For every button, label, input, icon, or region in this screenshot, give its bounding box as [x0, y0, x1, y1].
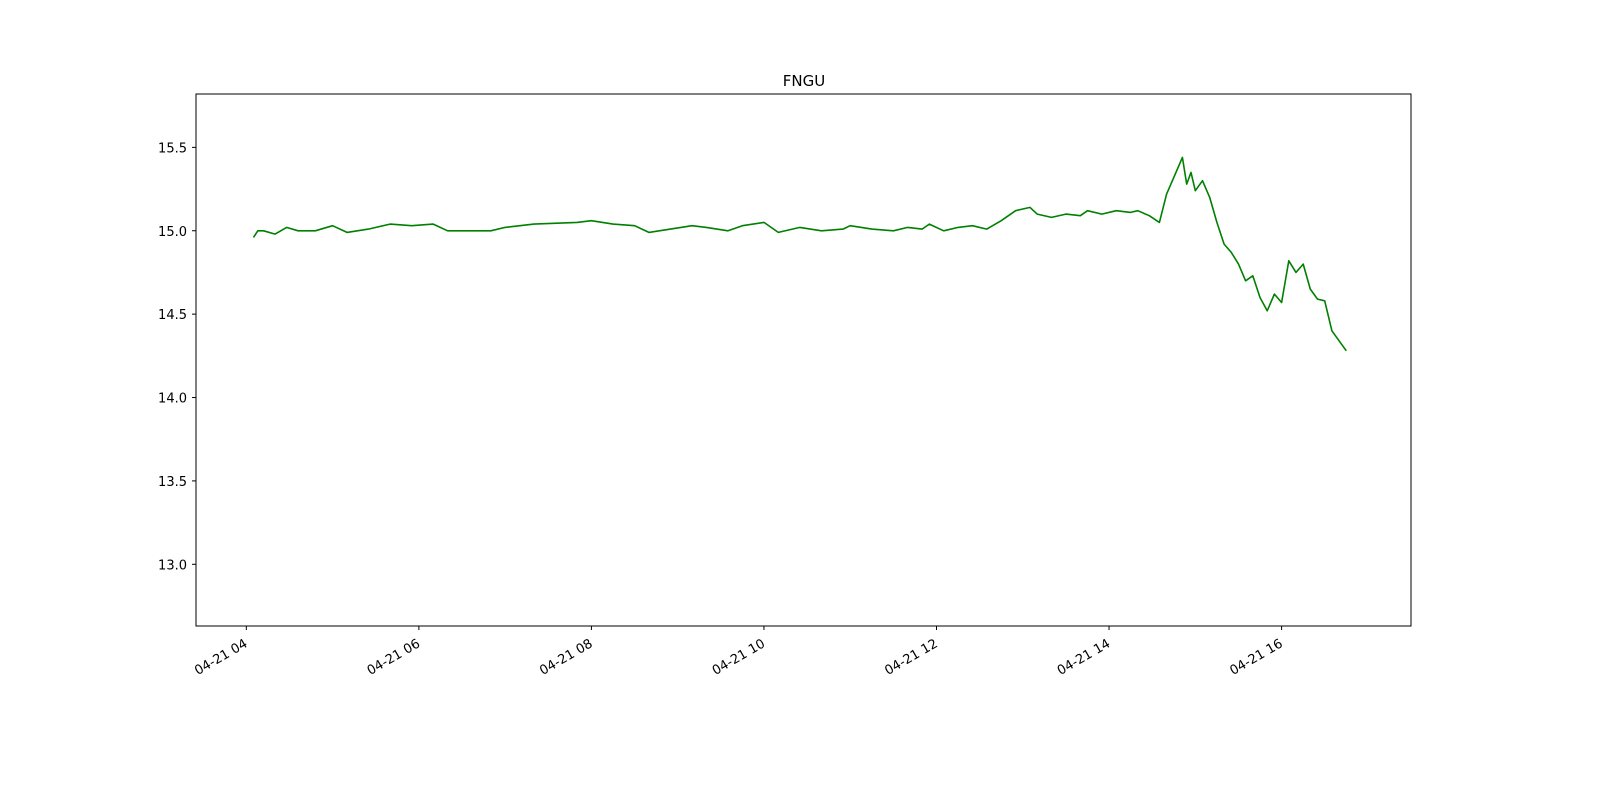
series-line-0: [252, 156, 1347, 352]
y-tick-label: 14.5: [158, 308, 187, 323]
x-tick-label: 04-21 04: [192, 636, 250, 678]
chart-title: FNGU: [783, 72, 825, 90]
x-tick-label: 04-21 12: [882, 636, 940, 678]
x-tick-label: 04-21 06: [365, 636, 423, 678]
x-tick-label: 04-21 10: [710, 636, 768, 678]
series-layer: [252, 156, 1347, 352]
x-tick-label: 04-21 08: [537, 636, 595, 678]
y-tick-label: 14.0: [158, 392, 187, 407]
y-axis: 13.0 13.5 14.0 14.5 15.0 15.5: [158, 141, 196, 573]
y-tick-label: 13.5: [158, 475, 187, 490]
x-tick-label: 04-21 16: [1227, 636, 1285, 678]
y-tick-label: 15.5: [158, 141, 187, 156]
y-tick-label: 13.0: [158, 558, 187, 573]
plot-frame: [195, 93, 1412, 627]
y-tick-label: 15.0: [158, 225, 187, 240]
x-axis: 04-21 04 04-21 06 04-21 08 04-21 10 04-21 12…: [192, 626, 1286, 679]
x-tick-label: 04-21 14: [1055, 636, 1113, 678]
